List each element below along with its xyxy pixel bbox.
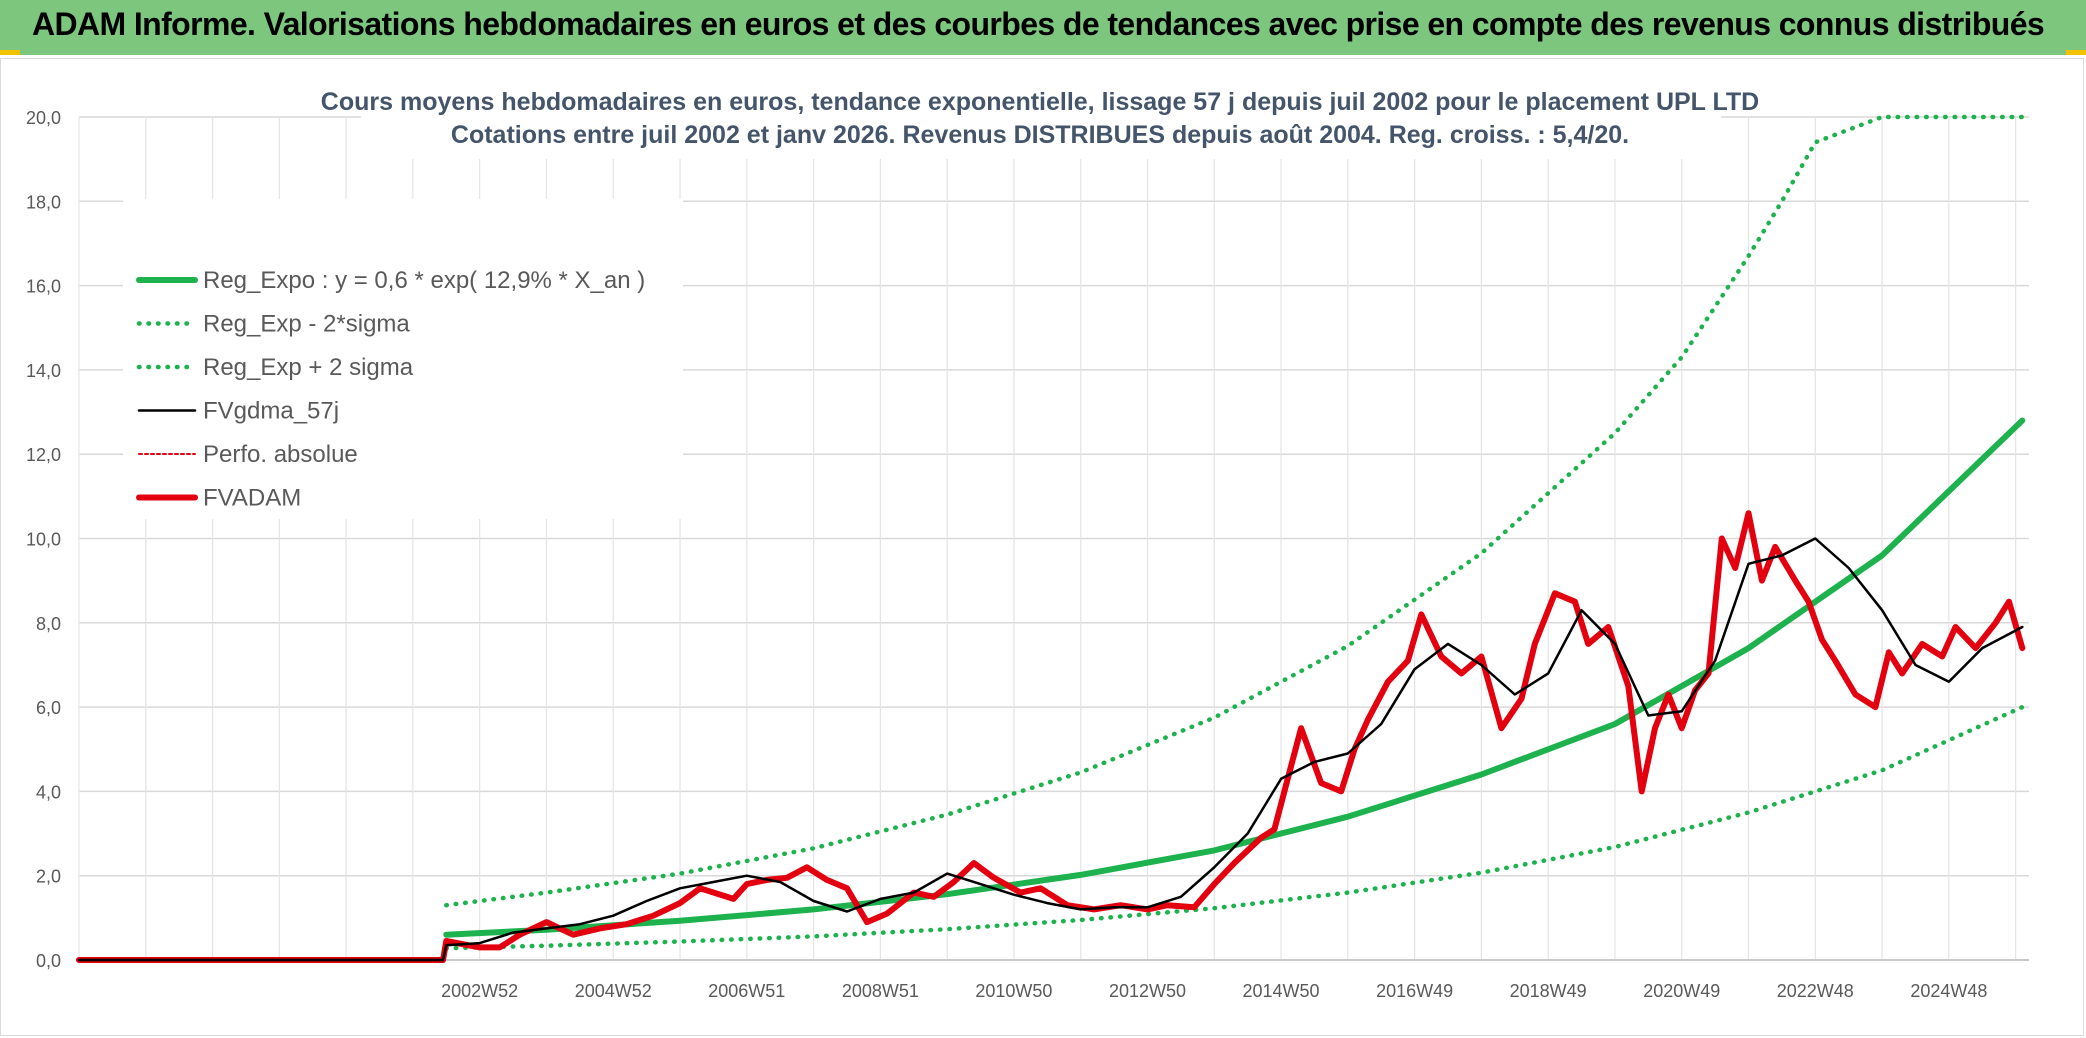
chart-title: Cours moyens hebdomadaires en euros, ten… <box>321 85 1759 159</box>
legend-label-reg_minus: Reg_Exp - 2*sigma <box>203 311 410 338</box>
y-tick-label: 6,0 <box>36 698 61 718</box>
price-trend-chart: 0,0 2,0 4,0 6,0 8,0 10,0 12,0 14,0 16,0 18,0 20,0 2… <box>26 85 2029 1001</box>
y-tick-label: 4,0 <box>36 782 61 802</box>
x-tick-label: 2018W49 <box>1510 981 1587 1001</box>
x-tick-label: 2024W48 <box>1910 981 1987 1001</box>
x-tick-label: 2016W49 <box>1376 981 1453 1001</box>
y-tick-label: 16,0 <box>26 277 61 297</box>
x-tick-label: 2002W52 <box>441 981 518 1001</box>
y-tick-label: 18,0 <box>26 192 61 212</box>
legend-label-fvgdma: FVgdma_57j <box>203 398 339 425</box>
x-tick-label: 2006W51 <box>708 981 785 1001</box>
report-title: ADAM Informe. Valorisations hebdomadaire… <box>32 6 2045 42</box>
title-banner: ADAM Informe. Valorisations hebdomadaire… <box>0 0 2086 55</box>
legend-label-perfo: Perfo. absolue <box>203 441 358 468</box>
x-tick-label: 2014W50 <box>1243 981 1320 1001</box>
x-tick-label: 2022W48 <box>1777 981 1854 1001</box>
y-tick-label: 10,0 <box>26 530 61 550</box>
x-tick-label: 2020W49 <box>1643 981 1720 1001</box>
chart-area: 0,0 2,0 4,0 6,0 8,0 10,0 12,0 14,0 16,0 18,0 20,0 2… <box>0 58 2084 1036</box>
series-line-reg_expo <box>443 417 2026 938</box>
x-tick-label: 2008W51 <box>842 981 919 1001</box>
series-layer <box>76 114 2026 963</box>
y-tick-label: 0,0 <box>36 951 61 971</box>
y-tick-label: 2,0 <box>36 867 61 887</box>
y-tick-label: 12,0 <box>26 445 61 465</box>
series-line-reg_minus <box>444 704 2025 951</box>
chart-title-line-1: Cours moyens hebdomadaires en euros, ten… <box>321 88 1759 116</box>
x-tick-label: 2012W50 <box>1109 981 1186 1001</box>
banner-accent-right <box>2066 50 2086 55</box>
series-line-fvadam <box>76 510 2026 963</box>
y-tick-label: 20,0 <box>26 108 61 128</box>
series-line-reg_plus <box>444 114 2025 908</box>
legend-label-reg_expo: Reg_Expo : y = 0,6 * exp( 12,9% * X_an ) <box>203 267 645 294</box>
x-tick-label: 2010W50 <box>975 981 1052 1001</box>
series-line-fvgdma <box>77 537 2024 962</box>
legend: Reg_Expo : y = 0,6 * exp( 12,9% * X_an )… <box>123 199 683 519</box>
y-tick-label: 8,0 <box>36 614 61 634</box>
x-tick-label: 2004W52 <box>575 981 652 1001</box>
banner-accent-left <box>0 50 20 55</box>
legend-label-reg_plus: Reg_Exp + 2 sigma <box>203 354 414 381</box>
legend-label-fvadam: FVADAM <box>203 485 301 512</box>
y-tick-label: 14,0 <box>26 361 61 381</box>
chart-title-line-2: Cotations entre juil 2002 et janv 2026. … <box>451 121 1629 149</box>
